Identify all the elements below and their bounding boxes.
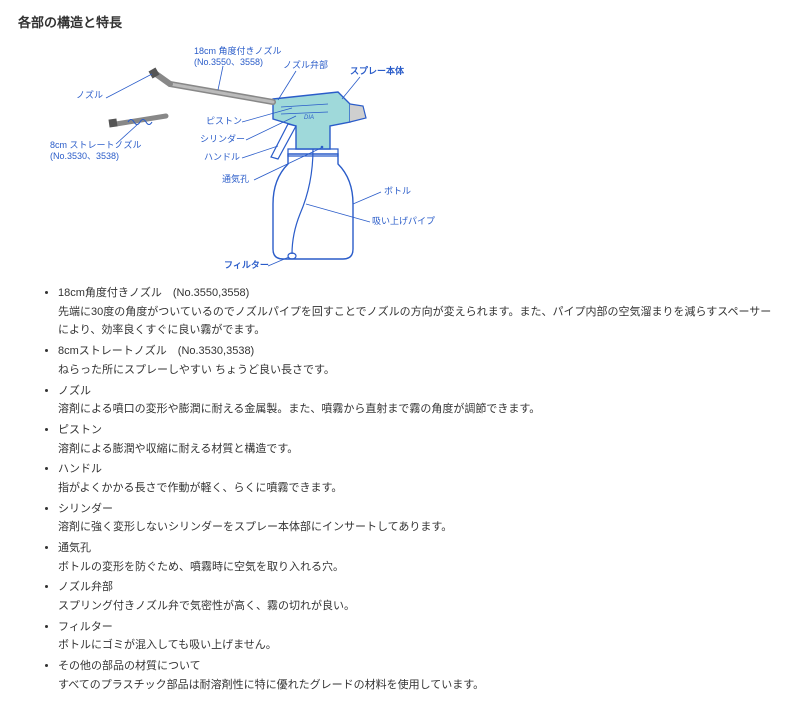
feature-head: 8cmストレートノズル (No.3530,3538): [58, 342, 782, 361]
feature-desc: 溶剤による膨潤や収縮に耐える材質と構造です。: [58, 440, 782, 459]
feature-desc: 先端に30度の角度がついているのでノズルパイプを回すことでノズルの方向が変えられ…: [58, 303, 782, 340]
feature-head: フィルター: [58, 618, 782, 637]
feature-item: ノズル溶剤による噴口の変形や膨潤に耐える金属製。また、噴霧から直射まで霧の角度が…: [58, 382, 782, 419]
feature-item: フィルターボトルにゴミが混入しても吸い上げません。: [58, 618, 782, 655]
feature-desc: 指がよくかかる長さで作動が軽く、らくに噴霧できます。: [58, 479, 782, 498]
parts-diagram: DIA: [78, 44, 478, 274]
lbl-nozzle: ノズル: [76, 90, 103, 101]
feature-item: その他の部品の材質についてすべてのプラスチック部品は耐溶剤性に特に優れたグレード…: [58, 657, 782, 694]
lbl-valve: ノズル弁部: [283, 60, 328, 71]
feature-list: 18cm角度付きノズル (No.3550,3558)先端に30度の角度がついてい…: [18, 284, 782, 694]
lbl-handle: ハンドル: [204, 152, 240, 163]
feature-desc: ボトルにゴミが混入しても吸い上げません。: [58, 636, 782, 655]
feature-desc: ねらった所にスプレーしやすい ちょうど良い長さです。: [58, 361, 782, 380]
lbl-nozzle18: 18cm 角度付きノズル (No.3550、3558): [194, 46, 282, 68]
feature-item: 8cmストレートノズル (No.3530,3538)ねらった所にスプレーしやすい…: [58, 342, 782, 379]
lbl-vent: 通気孔: [222, 174, 249, 185]
feature-head: ピストン: [58, 421, 782, 440]
lbl-body: スプレー本体: [350, 66, 404, 77]
feature-desc: すべてのプラスチック部品は耐溶剤性に特に優れたグレードの材料を使用しています。: [58, 676, 782, 695]
page-title: 各部の構造と特長: [18, 12, 782, 34]
lbl-pipe: 吸い上げパイプ: [372, 216, 435, 227]
lbl-nozzle8: 8cm ストレートノズル (No.3530、3538): [50, 140, 142, 162]
feature-item: 通気孔ボトルの変形を防ぐため、噴霧時に空気を取り入れる穴。: [58, 539, 782, 576]
feature-head: ノズル: [58, 382, 782, 401]
feature-desc: 溶剤による噴口の変形や膨潤に耐える金属製。また、噴霧から直射まで霧の角度が調節で…: [58, 400, 782, 419]
feature-head: ノズル弁部: [58, 578, 782, 597]
feature-item: 18cm角度付きノズル (No.3550,3558)先端に30度の角度がついてい…: [58, 284, 782, 340]
lbl-bottle: ボトル: [384, 186, 411, 197]
feature-item: シリンダー溶剤に強く変形しないシリンダーをスプレー本体部にインサートしてあります…: [58, 500, 782, 537]
feature-desc: ボトルの変形を防ぐため、噴霧時に空気を取り入れる穴。: [58, 558, 782, 577]
lbl-piston: ピストン: [206, 116, 242, 127]
feature-item: ハンドル指がよくかかる長さで作動が軽く、らくに噴霧できます。: [58, 460, 782, 497]
lbl-filter: フィルター: [224, 260, 269, 271]
feature-desc: 溶剤に強く変形しないシリンダーをスプレー本体部にインサートしてあります。: [58, 518, 782, 537]
feature-item: ピストン溶剤による膨潤や収縮に耐える材質と構造です。: [58, 421, 782, 458]
feature-item: ノズル弁部スプリング付きノズル弁で気密性が高く、霧の切れが良い。: [58, 578, 782, 615]
feature-head: ハンドル: [58, 460, 782, 479]
feature-head: シリンダー: [58, 500, 782, 519]
feature-head: 通気孔: [58, 539, 782, 558]
feature-head: 18cm角度付きノズル (No.3550,3558): [58, 284, 782, 303]
lbl-cylinder: シリンダー: [200, 134, 245, 145]
feature-desc: スプリング付きノズル弁で気密性が高く、霧の切れが良い。: [58, 597, 782, 616]
svg-text:DIA: DIA: [304, 115, 314, 121]
feature-head: その他の部品の材質について: [58, 657, 782, 676]
